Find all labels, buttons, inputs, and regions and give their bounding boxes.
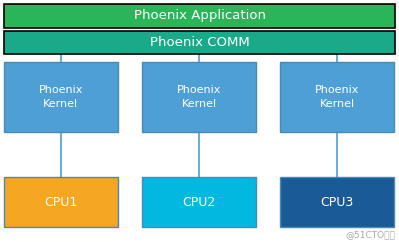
FancyBboxPatch shape <box>4 177 118 227</box>
Text: Phoenix
Kernel: Phoenix Kernel <box>39 85 83 109</box>
Text: CPU1: CPU1 <box>44 196 77 209</box>
Text: Phoenix COMM: Phoenix COMM <box>150 36 249 49</box>
Text: Phoenix
Kernel: Phoenix Kernel <box>177 85 221 109</box>
FancyBboxPatch shape <box>4 62 118 132</box>
Text: CPU3: CPU3 <box>321 196 354 209</box>
FancyBboxPatch shape <box>280 62 394 132</box>
FancyBboxPatch shape <box>142 177 256 227</box>
Text: @51CTO博客: @51CTO博客 <box>345 231 395 240</box>
Text: CPU2: CPU2 <box>183 196 216 209</box>
FancyBboxPatch shape <box>142 62 256 132</box>
FancyBboxPatch shape <box>4 4 395 28</box>
FancyBboxPatch shape <box>4 31 395 54</box>
FancyBboxPatch shape <box>280 177 394 227</box>
Text: Phoenix
Kernel: Phoenix Kernel <box>315 85 359 109</box>
Text: Phoenix Application: Phoenix Application <box>134 9 265 23</box>
